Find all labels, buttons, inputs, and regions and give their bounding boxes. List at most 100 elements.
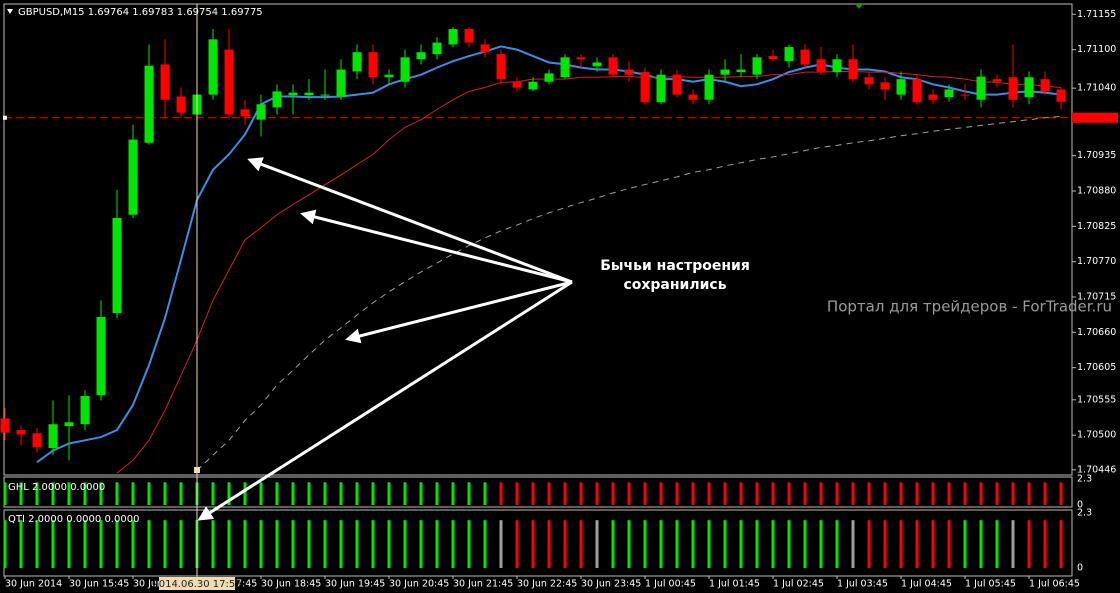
- x-tick-label: 1 Jul 04:45: [901, 579, 952, 590]
- histogram-bar: [163, 520, 167, 568]
- histogram-bar: [643, 482, 647, 505]
- x-tick-label: 30 Jun 21:45: [453, 579, 513, 590]
- histogram-bar: [563, 482, 567, 505]
- histogram-bar: [979, 520, 983, 568]
- histogram-bar: [387, 482, 391, 505]
- histogram-bar: [131, 482, 135, 505]
- histogram-bar: [771, 482, 775, 505]
- x-tick-label: 30 Jun 20:45: [389, 579, 449, 590]
- candle-body: [0, 418, 10, 433]
- histogram-bar: [611, 482, 615, 505]
- candle-body: [688, 94, 698, 100]
- histogram-bar: [899, 520, 903, 568]
- price-marker: [1072, 112, 1118, 123]
- histogram-bar: [483, 482, 487, 505]
- cursor-point: [194, 467, 200, 473]
- histogram-bar: [675, 482, 679, 505]
- histogram-bar: [275, 482, 279, 505]
- histogram-bar: [627, 482, 631, 505]
- histogram-bar: [163, 482, 167, 505]
- histogram-bar: [67, 482, 71, 505]
- histogram-bar: [291, 482, 295, 505]
- histogram-bar: [771, 520, 775, 568]
- histogram-bar: [499, 520, 503, 568]
- cursor-label: 2014.06.30 17:55: [152, 579, 241, 590]
- histogram-bar: [323, 520, 327, 568]
- moving-average: [116, 70, 1062, 474]
- histogram-bar: [339, 520, 343, 568]
- histogram-bar: [115, 482, 119, 505]
- histogram-bar: [403, 482, 407, 505]
- candle-body: [960, 94, 970, 96]
- histogram-bar: [1011, 520, 1015, 568]
- candle-body: [352, 52, 362, 72]
- histogram-bar: [435, 482, 439, 505]
- candle-body: [608, 57, 618, 75]
- histogram-bar: [419, 520, 423, 568]
- cursor-label-bg: [159, 577, 235, 590]
- y-tick-label: 1.70715: [1077, 292, 1116, 303]
- histogram-bar: [275, 520, 279, 568]
- candle-body: [224, 49, 234, 115]
- histogram-bar: [435, 520, 439, 568]
- histogram-bar: [99, 482, 103, 505]
- histogram-bar: [547, 482, 551, 505]
- histogram-bar: [307, 482, 311, 505]
- candle-body: [320, 94, 330, 96]
- x-tick-label: 30 Jun 23:45: [581, 579, 641, 590]
- candle-body: [528, 81, 538, 90]
- histogram-bar: [483, 520, 487, 568]
- candle-body: [784, 47, 794, 62]
- candle-body: [272, 91, 282, 108]
- candle-body: [1056, 89, 1066, 102]
- menu-triangle: [7, 9, 13, 14]
- histogram-bar: [995, 482, 999, 505]
- candle-body: [640, 72, 650, 103]
- candle-body: [720, 69, 730, 75]
- histogram-bar: [787, 520, 791, 568]
- moving-average: [36, 45, 1062, 463]
- candle-body: [96, 316, 106, 396]
- histogram-bar: [531, 520, 535, 568]
- histogram-bar: [659, 520, 663, 568]
- histogram-bar: [515, 482, 519, 505]
- candle-body: [944, 89, 954, 98]
- candle-body: [576, 57, 586, 60]
- candle-body: [464, 29, 474, 43]
- histogram-bar: [467, 520, 471, 568]
- histogram-bar: [259, 482, 263, 505]
- x-tick-label: 1 Jul 02:45: [773, 579, 824, 590]
- x-tick-label: 1 Jul 03:45: [837, 579, 888, 590]
- histogram-bar: [563, 520, 567, 568]
- y-tick-label: 0: [1077, 563, 1083, 574]
- histogram-bar: [1011, 482, 1015, 505]
- y-tick-label: 1.71040: [1077, 83, 1116, 94]
- candle-body: [1008, 77, 1018, 100]
- arrow: [300, 209, 573, 284]
- histogram-bar: [579, 520, 583, 568]
- histogram-bar: [1043, 482, 1047, 505]
- candle-body: [112, 217, 122, 314]
- candle-body: [880, 82, 890, 90]
- x-tick-label: 30 Jun 15:45: [69, 579, 129, 590]
- histogram-bar: [83, 482, 87, 505]
- histogram-bar: [851, 520, 855, 568]
- plot-area: 1.71155 1.71100 1.71040 1.70935 1.70880 1.708…: [0, 9, 1118, 590]
- histogram-bar: [691, 520, 695, 568]
- candle-body: [928, 94, 938, 100]
- histogram-bar: [995, 520, 999, 568]
- histogram-bar: [339, 482, 343, 505]
- candle-body: [672, 74, 682, 95]
- candle-body: [1024, 77, 1034, 98]
- histogram-bar: [355, 520, 359, 568]
- histogram-bar: [323, 482, 327, 505]
- histogram-bar: [947, 520, 951, 568]
- candle-body: [736, 69, 746, 73]
- y-tick-label: 1.71155: [1077, 9, 1116, 20]
- histogram-bar: [387, 520, 391, 568]
- histogram-bar: [819, 520, 823, 568]
- histogram-bar: [627, 520, 631, 568]
- histogram-bar: [755, 482, 759, 505]
- arrow: [345, 280, 573, 344]
